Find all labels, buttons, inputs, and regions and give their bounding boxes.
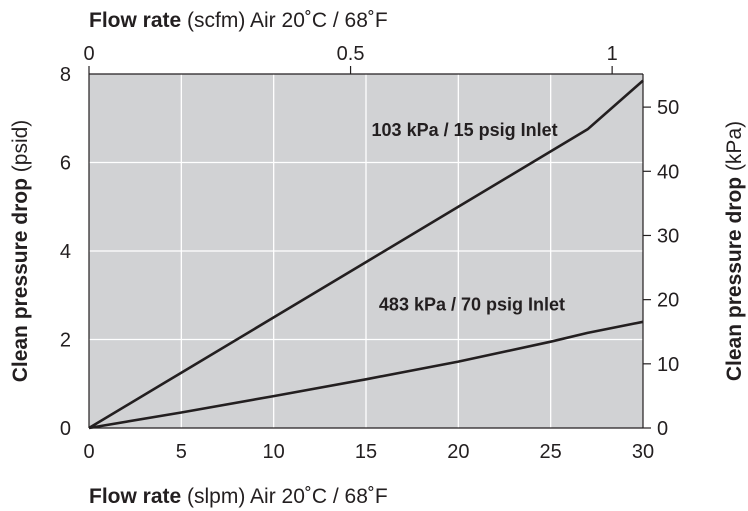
y-left-axis-title: Clean pressure drop (psid) xyxy=(9,120,32,383)
y-right-axis-title-units: (kPa) xyxy=(723,121,746,177)
x-bottom-axis-title-bold: Flow rate xyxy=(89,485,181,508)
x-top-tick-label: 0.5 xyxy=(337,43,365,65)
x-top-tick-label: 0 xyxy=(83,43,94,65)
series-labels: 103 kPa / 15 psig Inlet 483 kPa / 70 psig… xyxy=(372,120,565,315)
y-right-tick-label: 0 xyxy=(657,418,668,440)
x-bottom-tick-label: 5 xyxy=(176,441,187,463)
x-bottom-tick-label: 30 xyxy=(632,441,654,463)
x-top-axis-title: Flow rate (scfm) Air 20˚C / 68˚F xyxy=(89,9,388,32)
x-bottom-axis-title: Flow rate (slpm) Air 20˚C / 68˚F xyxy=(89,485,388,508)
y-right-tick-label: 40 xyxy=(657,161,679,183)
y-left-tick-label: 8 xyxy=(60,64,71,86)
y-left-axis-title-units: (psid) xyxy=(9,120,32,178)
x-bottom-tick-label: 0 xyxy=(83,441,94,463)
y-right-axis-title: Clean pressure drop (kPa) xyxy=(723,121,746,381)
series-label-1: 103 kPa / 15 psig Inlet xyxy=(372,120,558,140)
x-bottom-tick-label: 20 xyxy=(447,441,469,463)
x-top-axis-title-units: (scfm) Air 20˚C / 68˚F xyxy=(181,9,388,32)
series-line-1 xyxy=(88,79,644,430)
x-bottom-tick-label: 25 xyxy=(540,441,562,463)
series-label-2: 483 kPa / 70 psig Inlet xyxy=(379,295,565,315)
y-right-tick-label: 10 xyxy=(657,354,679,376)
x-bottom-tick-label: 15 xyxy=(355,441,377,463)
x-top-axis-title-bold: Flow rate xyxy=(89,9,181,32)
y-left-tick-label: 4 xyxy=(60,241,71,263)
y-right-tick-label: 30 xyxy=(657,225,679,247)
y-left-axis-title-bold: Clean pressure drop xyxy=(9,178,32,382)
x-bottom-axis-title-units: (slpm) Air 20˚C / 68˚F xyxy=(181,485,388,508)
grid-lines xyxy=(89,74,643,428)
y-left-tick-label: 0 xyxy=(60,418,71,440)
y-right-axis-title-bold: Clean pressure drop xyxy=(723,177,746,381)
y-right-tick-label: 20 xyxy=(657,290,679,312)
series-line-2 xyxy=(88,320,644,430)
y-left-tick-label: 2 xyxy=(60,330,71,352)
x-bottom-tick-label: 10 xyxy=(263,441,285,463)
y-left-tick-label: 6 xyxy=(60,153,71,175)
y-right-tick-label: 50 xyxy=(657,97,679,119)
series-lines xyxy=(88,79,644,430)
x-top-tick-label: 1 xyxy=(607,43,618,65)
axes xyxy=(88,66,651,429)
